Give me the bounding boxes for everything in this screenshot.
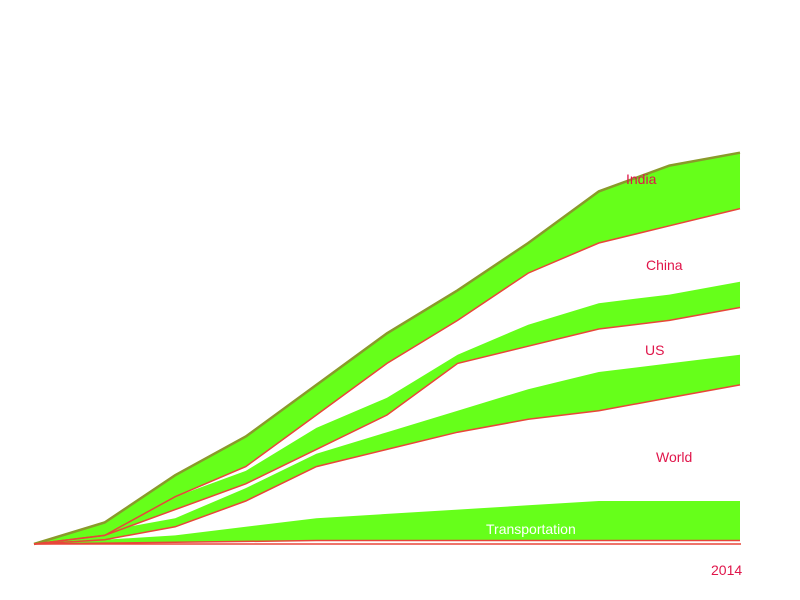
label-china: China [646,257,683,273]
label-us: US [645,342,664,358]
label-world: World [656,449,692,465]
label-transportation: Transportation [486,521,576,537]
bands-layer [34,153,740,544]
x-tick-2014: 2014 [711,562,742,578]
label-india: India [626,171,657,187]
band-india [34,153,740,544]
